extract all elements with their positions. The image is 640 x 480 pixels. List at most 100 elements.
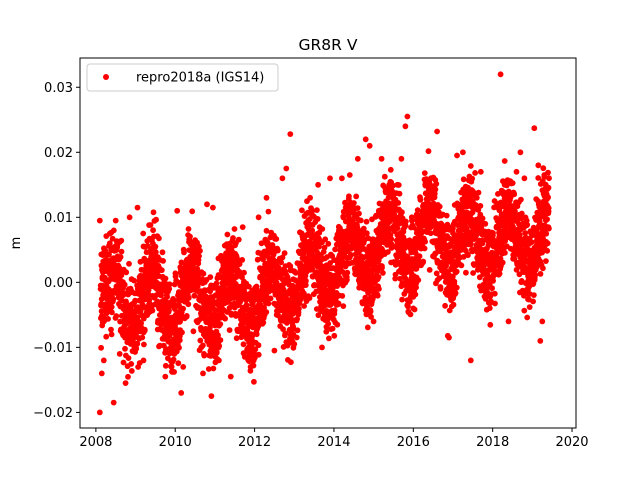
data-point	[306, 295, 313, 301]
data-point	[166, 281, 173, 288]
data-point	[150, 209, 157, 216]
data-point	[261, 304, 267, 311]
data-point	[382, 188, 389, 195]
data-point	[326, 335, 332, 342]
data-point	[469, 175, 476, 182]
data-point	[140, 357, 147, 364]
data-point	[96, 217, 103, 224]
data-point	[100, 357, 107, 364]
data-point	[420, 258, 427, 265]
data-point	[453, 284, 460, 291]
data-point	[118, 248, 125, 255]
data-point	[353, 193, 360, 200]
data-point	[395, 200, 402, 206]
data-point	[477, 168, 484, 175]
data-point	[307, 194, 313, 201]
data-point	[162, 373, 169, 380]
data-point	[205, 366, 212, 372]
data-point	[274, 247, 281, 254]
data-point	[415, 277, 422, 283]
data-point	[517, 149, 524, 156]
data-point	[524, 314, 531, 321]
data-point	[118, 237, 125, 244]
data-point	[422, 181, 429, 188]
data-point	[217, 337, 224, 343]
data-point	[526, 304, 533, 310]
data-point	[106, 240, 113, 247]
data-point	[460, 176, 467, 183]
data-point	[164, 294, 171, 300]
data-point	[108, 326, 114, 333]
data-point	[233, 335, 240, 342]
data-point	[110, 296, 117, 302]
data-point	[224, 231, 231, 238]
data-point	[179, 329, 185, 336]
data-point	[128, 368, 135, 374]
data-point	[375, 274, 382, 280]
data-point	[339, 175, 345, 182]
data-point	[293, 334, 300, 341]
data-point	[487, 321, 494, 328]
data-point	[460, 149, 466, 156]
data-point	[110, 399, 117, 406]
data-point	[210, 204, 216, 211]
data-point	[502, 249, 508, 256]
data-point	[159, 249, 166, 256]
data-point	[176, 337, 183, 344]
data-point	[319, 344, 325, 351]
data-point	[196, 253, 202, 259]
x-tick-label: 2010	[159, 435, 192, 450]
data-point	[227, 373, 234, 380]
data-point	[294, 327, 301, 334]
data-point	[134, 340, 141, 347]
legend-marker	[103, 74, 109, 80]
data-point	[235, 236, 242, 243]
data-point	[331, 332, 338, 339]
data-point	[396, 190, 403, 197]
data-point	[267, 295, 274, 302]
data-point	[421, 245, 428, 252]
data-point	[217, 321, 224, 327]
data-point	[374, 292, 381, 299]
data-point	[207, 274, 214, 280]
data-point	[200, 270, 207, 277]
data-point	[168, 363, 175, 370]
data-point	[271, 347, 278, 354]
data-point	[378, 155, 385, 162]
data-point	[253, 283, 260, 290]
data-point	[149, 307, 156, 314]
data-point	[239, 224, 246, 231]
data-point	[539, 318, 546, 325]
data-point	[141, 341, 147, 348]
data-point	[263, 309, 270, 315]
data-point	[125, 355, 132, 361]
data-point	[216, 343, 223, 349]
data-point	[180, 364, 187, 370]
data-point	[399, 296, 405, 303]
data-point	[452, 290, 459, 296]
data-point	[497, 71, 504, 78]
data-point	[296, 305, 302, 312]
data-point	[210, 365, 217, 372]
data-point	[178, 259, 185, 266]
data-point	[327, 175, 333, 182]
data-point	[197, 247, 203, 254]
data-point	[122, 345, 128, 352]
data-point	[325, 240, 332, 247]
data-point	[334, 321, 341, 328]
data-point	[528, 239, 535, 246]
data-point	[470, 270, 476, 276]
data-point	[422, 238, 428, 245]
data-point	[139, 334, 146, 341]
data-point	[446, 334, 452, 341]
data-point	[453, 268, 460, 275]
data-point	[263, 227, 270, 234]
data-point	[200, 370, 206, 377]
data-point	[96, 409, 103, 416]
data-point	[213, 280, 220, 287]
data-point	[178, 390, 185, 396]
data-point	[143, 249, 150, 256]
data-point	[243, 302, 250, 309]
data-point	[314, 216, 321, 222]
data-point	[260, 319, 267, 326]
